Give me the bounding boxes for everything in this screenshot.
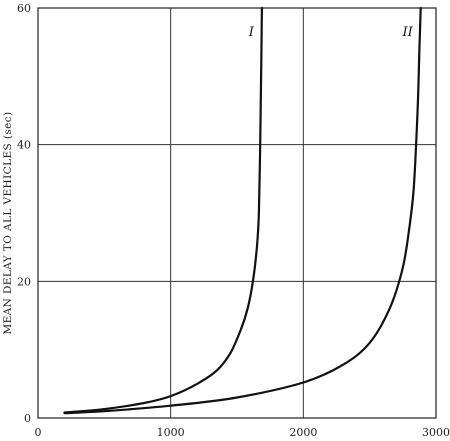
x-tick-label: 1000 — [157, 426, 185, 439]
y-tick-label: 0 — [24, 412, 31, 425]
y-tick-label: 60 — [17, 2, 31, 15]
y-tick-label: 40 — [17, 139, 31, 152]
x-tick-label: 2000 — [289, 426, 317, 439]
y-tick-label: 20 — [17, 275, 31, 288]
x-tick-label: 3000 — [422, 426, 450, 439]
series-line-1 — [63, 6, 263, 414]
grid — [38, 8, 436, 418]
series-line-2 — [63, 6, 422, 415]
series-group — [63, 6, 422, 415]
plot-frame — [37, 7, 437, 419]
y-axis-label: MEAN DELAY TO ALL VEHICLES (sec) — [2, 111, 14, 334]
plot-border — [37, 7, 437, 419]
x-tick-label: 0 — [35, 426, 42, 439]
series-label-1: I — [248, 25, 255, 40]
series-label-2: II — [401, 25, 413, 40]
